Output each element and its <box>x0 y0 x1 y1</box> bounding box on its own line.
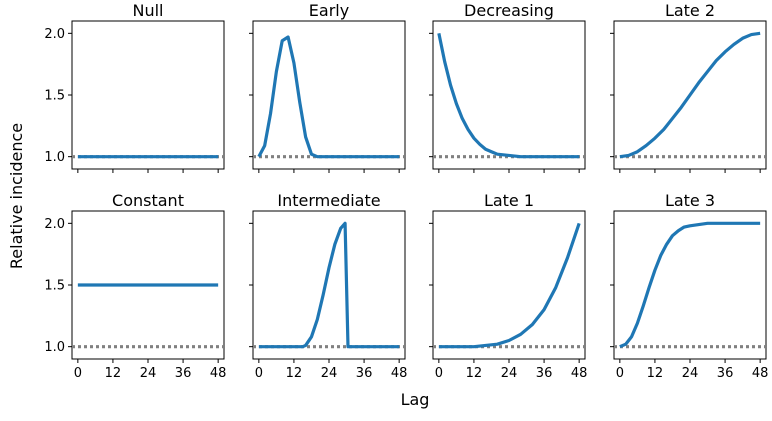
panel-title-constant: Constant <box>112 191 184 210</box>
x-tick-label: 36 <box>717 366 734 381</box>
x-tick-label: 24 <box>682 366 699 381</box>
series-line-late-1 <box>438 222 581 349</box>
y-tick-label: 1.0 <box>44 340 65 355</box>
panel-frame-decreasing <box>432 20 586 170</box>
panel-title-intermediate: Intermediate <box>277 191 380 210</box>
panel-frame-late-3 <box>613 210 767 360</box>
x-axis-label: Lag <box>401 390 430 409</box>
y-tick-label: 2.0 <box>44 217 65 232</box>
x-tick-label: 24 <box>501 366 518 381</box>
x-tick-label: 24 <box>140 366 157 381</box>
y-tick-label: 1.0 <box>44 150 65 165</box>
x-tick-label: 0 <box>616 366 624 381</box>
x-tick-label: 48 <box>391 366 408 381</box>
panel-frame-early <box>252 20 406 170</box>
x-tick-label: 36 <box>175 366 192 381</box>
x-tick-label: 48 <box>571 366 588 381</box>
x-tick-label: 24 <box>321 366 338 381</box>
x-tick-label: 12 <box>286 366 303 381</box>
panel-title-late-2: Late 2 <box>665 1 715 20</box>
x-tick-label: 48 <box>752 366 769 381</box>
series-line-intermediate <box>258 221 400 349</box>
panel-title-late-1: Late 1 <box>484 191 534 210</box>
x-tick-label: 12 <box>466 366 483 381</box>
panel-title-decreasing: Decreasing <box>464 1 554 20</box>
x-tick-label: 0 <box>435 366 443 381</box>
x-tick-label: 36 <box>536 366 553 381</box>
y-tick-label: 1.5 <box>44 279 65 294</box>
panel-title-null: Null <box>133 1 164 20</box>
x-tick-label: 12 <box>647 366 664 381</box>
series-line-early <box>257 35 400 159</box>
panel-title-late-3: Late 3 <box>665 191 715 210</box>
x-tick-label: 0 <box>74 366 82 381</box>
x-tick-label: 36 <box>356 366 373 381</box>
x-tick-label: 12 <box>105 366 122 381</box>
panel-frame-late-1 <box>432 210 586 360</box>
x-tick-label: 48 <box>210 366 227 381</box>
series-line-late-2 <box>619 31 761 159</box>
panel-title-early: Early <box>309 1 349 20</box>
y-tick-label: 2.0 <box>44 27 65 42</box>
panel-frame-null <box>71 20 225 170</box>
x-tick-label: 0 <box>255 366 263 381</box>
y-tick-label: 1.5 <box>44 89 65 104</box>
y-axis-label: Relative incidence <box>7 123 26 269</box>
series-line-late-3 <box>619 221 761 349</box>
series-line-decreasing <box>437 33 580 159</box>
panel-frame-intermediate <box>252 210 406 360</box>
